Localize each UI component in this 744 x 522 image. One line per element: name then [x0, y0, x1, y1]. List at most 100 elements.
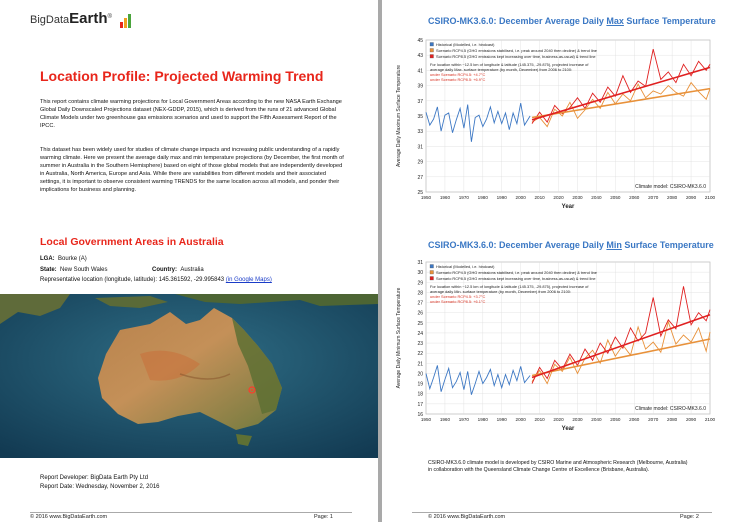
- y-tick-label: 29: [417, 280, 423, 286]
- y-tick-label: 37: [417, 99, 423, 105]
- rcp85-increase-text: under Scenario RCP8.5: +6.9°C: [430, 77, 485, 82]
- y-tick-label: 31: [417, 260, 423, 266]
- max-temperature-chart: 25 27 29 31 33 35 37 39 41 43 45 1950 1960 1970 1980 19…: [396, 38, 716, 210]
- max-chart-title-prefix: CSIRO-MK3.6.0: December Average Daily: [428, 16, 607, 26]
- rcp45-trend-line: [531, 87, 711, 119]
- country-value: Australia: [180, 267, 204, 273]
- rcp85-increase-text: under Scenario RCP8.5: +6.1°C: [430, 299, 485, 304]
- location-value: 145.361592, -29.995843: [158, 277, 225, 283]
- x-tick-label: 2100: [705, 417, 716, 422]
- y-tick-label: 20: [417, 371, 423, 377]
- x-tick-label: 1960: [440, 195, 451, 200]
- historical-series-line: [425, 103, 531, 142]
- x-tick-label: 2060: [629, 417, 640, 422]
- x-tick-label: 2030: [572, 195, 583, 200]
- x-tick-label: 2000: [516, 195, 527, 200]
- x-tick-label: 2080: [667, 195, 678, 200]
- footer-divider: [412, 512, 712, 513]
- legend-swatch: [429, 270, 434, 275]
- x-tick-label: 2000: [516, 417, 527, 422]
- x-tick-label: 1980: [478, 195, 489, 200]
- y-tick-label: 21: [417, 361, 423, 367]
- location-label: Representative location (longitude, lati…: [40, 277, 158, 283]
- min-chart-title-suffix: Surface Temperature: [621, 240, 714, 250]
- location-row: Representative location (longitude, lati…: [40, 277, 272, 283]
- x-tick-label: 2050: [610, 195, 621, 200]
- y-tick-label: 35: [417, 114, 423, 120]
- x-tick-label: 2030: [572, 417, 583, 422]
- rcp45-series-line: [531, 81, 711, 128]
- caption-line-1: CSIRO-MK3.6.0 climate model is developed…: [428, 460, 688, 466]
- y-tick-label: 25: [417, 190, 423, 196]
- x-axis-label: Year: [562, 204, 575, 210]
- footer-page-number: Page: 2: [680, 514, 699, 520]
- x-tick-label: 2090: [686, 195, 697, 200]
- y-tick-label: 29: [417, 160, 423, 166]
- y-tick-label: 28: [417, 290, 423, 296]
- legend-entry: Historical (Modelled, i.e. hindcast): [436, 264, 495, 269]
- footer-copyright: © 2016 www.BigDataEarth.com: [428, 514, 506, 520]
- min-temperature-chart: 16 17 18 19 20 21 22 23 24 25 26 27 28 29 30 31 1950 1960…: [396, 260, 716, 432]
- y-tick-label: 19: [417, 382, 423, 388]
- x-tick-label: 1980: [478, 417, 489, 422]
- x-tick-label: 2050: [610, 417, 621, 422]
- x-axis-label: Year: [562, 426, 575, 432]
- legend-entry: Historical (Modelled, i.e. hindcast): [436, 42, 495, 47]
- y-tick-label: 33: [417, 129, 423, 135]
- country-row: Country: Australia: [152, 267, 204, 273]
- climate-model-label: Climate model: CSIRO-MK3.6.0: [635, 406, 706, 412]
- y-axis-label: Average Daily Minimum Surface Temperatur…: [396, 287, 402, 388]
- location-marker-icon: [248, 386, 256, 394]
- x-tick-label: 1950: [421, 195, 432, 200]
- legend-entry: Scenario RCP4.5 (GHG emissions stabilise…: [436, 270, 597, 275]
- legend-swatch: [429, 264, 434, 269]
- x-tick-label: 2020: [553, 195, 564, 200]
- y-tick-label: 45: [417, 38, 423, 44]
- legend-swatch: [429, 42, 434, 47]
- max-chart-title-suffix: Surface Temperature: [623, 16, 716, 26]
- y-tick-label: 24: [417, 331, 423, 337]
- x-tick-label: 1960: [440, 417, 451, 422]
- x-tick-label: 2010: [534, 195, 545, 200]
- legend-swatch: [429, 54, 434, 59]
- legend-entry: Scenario RCP8.5 (GHG emissions kept incr…: [436, 276, 596, 281]
- report-developer: Report Developer: BigData Earth Pty Ltd: [40, 475, 149, 481]
- rcp45-increase-text: under Scenario RCP4.5: +3.7°C: [430, 294, 485, 299]
- google-maps-link[interactable]: (in Google Maps): [225, 277, 272, 283]
- australia-satellite-map: [0, 294, 378, 458]
- historical-series-line: [425, 365, 531, 395]
- logo-bars-icon: [120, 14, 134, 28]
- rcp85-trend-line: [531, 313, 711, 379]
- y-tick-label: 26: [417, 311, 423, 317]
- x-tick-label: 2010: [534, 417, 545, 422]
- y-tick-label: 16: [417, 412, 423, 418]
- report-page-1: BigDataEarth® Location Profile: Projecte…: [0, 0, 378, 522]
- legend-entry: Scenario RCP8.5 (GHG emissions kept incr…: [436, 54, 596, 59]
- min-chart-title-prefix: CSIRO-MK3.6.0: December Average Daily: [428, 240, 607, 250]
- y-tick-label: 18: [417, 392, 423, 398]
- legend-entry: Scenario RCP4.5 (GHG emissions stabilise…: [436, 48, 597, 53]
- x-tick-label: 2070: [648, 417, 659, 422]
- report-title: Location Profile: Projected Warming Tren…: [40, 68, 324, 84]
- rcp85-trend-line: [531, 66, 711, 121]
- y-tick-label: 41: [417, 68, 423, 74]
- footer-copyright: © 2016 www.BigDataEarth.com: [30, 514, 108, 520]
- x-tick-label: 2090: [686, 417, 697, 422]
- state-label: State:: [40, 267, 57, 273]
- y-tick-label: 31: [417, 144, 423, 150]
- state-row: State: New South Wales: [40, 267, 107, 273]
- rcp45-increase-text: under Scenario RCP4.5: +4.7°C: [430, 72, 485, 77]
- x-tick-label: 2080: [667, 417, 678, 422]
- projection-note: For location within ~12.5 km of longitud…: [430, 62, 589, 72]
- x-tick-label: 2040: [591, 417, 602, 422]
- bigdataearth-logo: BigDataEarth®: [30, 10, 112, 27]
- lga-label: LGA:: [40, 256, 55, 262]
- rcp85-series-line: [531, 48, 711, 124]
- legend-swatch: [429, 48, 434, 53]
- caption-line-2: in collaboration with the Queensland Cli…: [428, 467, 650, 473]
- footer-divider: [30, 512, 352, 513]
- y-axis-label: Average Daily Maximum Surface Temperatur…: [396, 65, 402, 167]
- max-chart-title-key: Max: [606, 16, 624, 26]
- x-tick-label: 2060: [629, 195, 640, 200]
- intro-paragraph: This report contains climate warming pro…: [40, 99, 342, 129]
